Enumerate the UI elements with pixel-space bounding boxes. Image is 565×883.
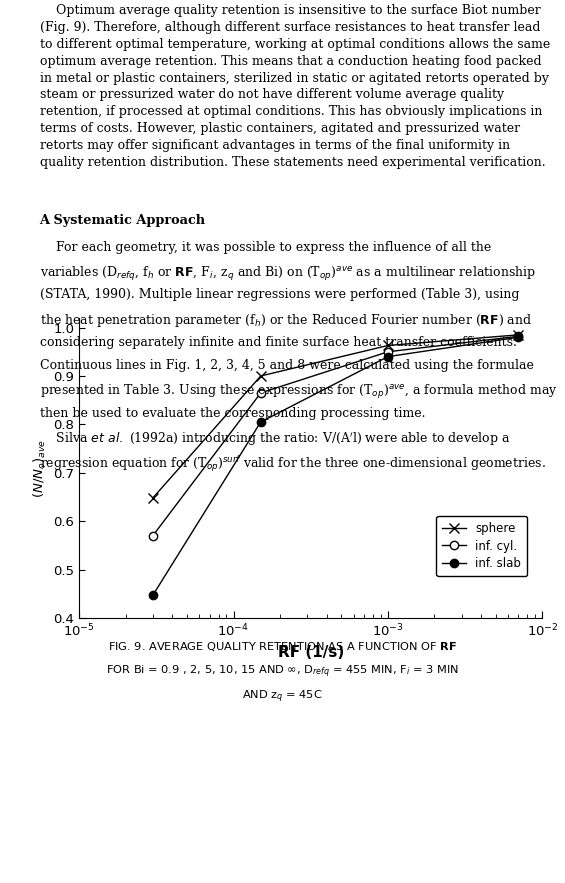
Text: considering separately infinite and finite surface heat transfer coefficients.: considering separately infinite and fini… [40,336,516,349]
sphere [257,371,264,381]
Text: regression equation for (T$_{op}$)$^{surf}$ valid for the three one-dimensional : regression equation for (T$_{op}$)$^{sur… [40,454,545,474]
Line: inf. cyl.: inf. cyl. [149,332,523,540]
X-axis label: RF (1/s): RF (1/s) [277,645,344,660]
inf. slab [149,590,156,600]
Legend: sphere, inf. cyl., inf. slab: sphere, inf. cyl., inf. slab [437,516,527,577]
Line: sphere: sphere [148,330,523,503]
Text: Optimum average quality retention is insensitive to the surface Biot number
(Fig: Optimum average quality retention is ins… [40,4,550,169]
inf. slab [515,332,522,343]
Text: Continuous lines in Fig. 1, 2, 3, 4, 5 and 8 were calculated using the formulae: Continuous lines in Fig. 1, 2, 3, 4, 5 a… [40,359,533,373]
Line: inf. slab: inf. slab [149,333,523,600]
inf. cyl. [515,331,522,342]
inf. cyl. [385,346,392,357]
Text: FOR Bi = 0.9 , 2, 5, 10, 15 AND $\infty$, D$_{\mathit{refq}}$ = 455 MIN, F$_{\ma: FOR Bi = 0.9 , 2, 5, 10, 15 AND $\infty$… [106,664,459,681]
Text: then be used to evaluate the corresponding processing time.: then be used to evaluate the correspondi… [40,407,425,419]
Text: (STATA, 1990). Multiple linear regressions were performed (Table 3), using: (STATA, 1990). Multiple linear regressio… [40,289,519,301]
Text: FIG. 9. AVERAGE QUALITY RETENTION AS A FUNCTION OF $\mathbf{RF}$: FIG. 9. AVERAGE QUALITY RETENTION AS A F… [108,640,457,653]
Text: presented in Table 3. Using these expressions for (T$_{op}$)$^{ave}$, a formula : presented in Table 3. Using these expres… [40,383,557,401]
Y-axis label: $(N/N_o)_{ave}$: $(N/N_o)_{ave}$ [32,438,47,498]
inf. slab [385,351,392,362]
sphere [385,340,392,351]
inf. cyl. [257,388,264,398]
sphere [515,329,522,340]
Text: A Systematic Approach: A Systematic Approach [40,214,206,227]
Text: Silva $\it{et\ al.}$ (1992a) introducing the ratio: V/(A$'$l) were able to devel: Silva $\it{et\ al.}$ (1992a) introducing… [40,430,510,448]
sphere [149,493,156,503]
inf. cyl. [149,531,156,541]
Text: variables (D$_{\mathit{refq}}$, f$_h$ or $\mathbf{RF}$, F$_i$, z$_q$ and Bi) on : variables (D$_{\mathit{refq}}$, f$_h$ or… [40,265,536,283]
Text: For each geometry, it was possible to express the influence of all the: For each geometry, it was possible to ex… [40,241,491,254]
inf. slab [257,417,264,427]
Text: the heat penetration parameter (f$_h$) or the Reduced Fourier number ($\mathbf{R: the heat penetration parameter (f$_h$) o… [40,312,532,329]
Text: AND z$_{\mathit{q}}$ = 45C: AND z$_{\mathit{q}}$ = 45C [242,689,323,706]
